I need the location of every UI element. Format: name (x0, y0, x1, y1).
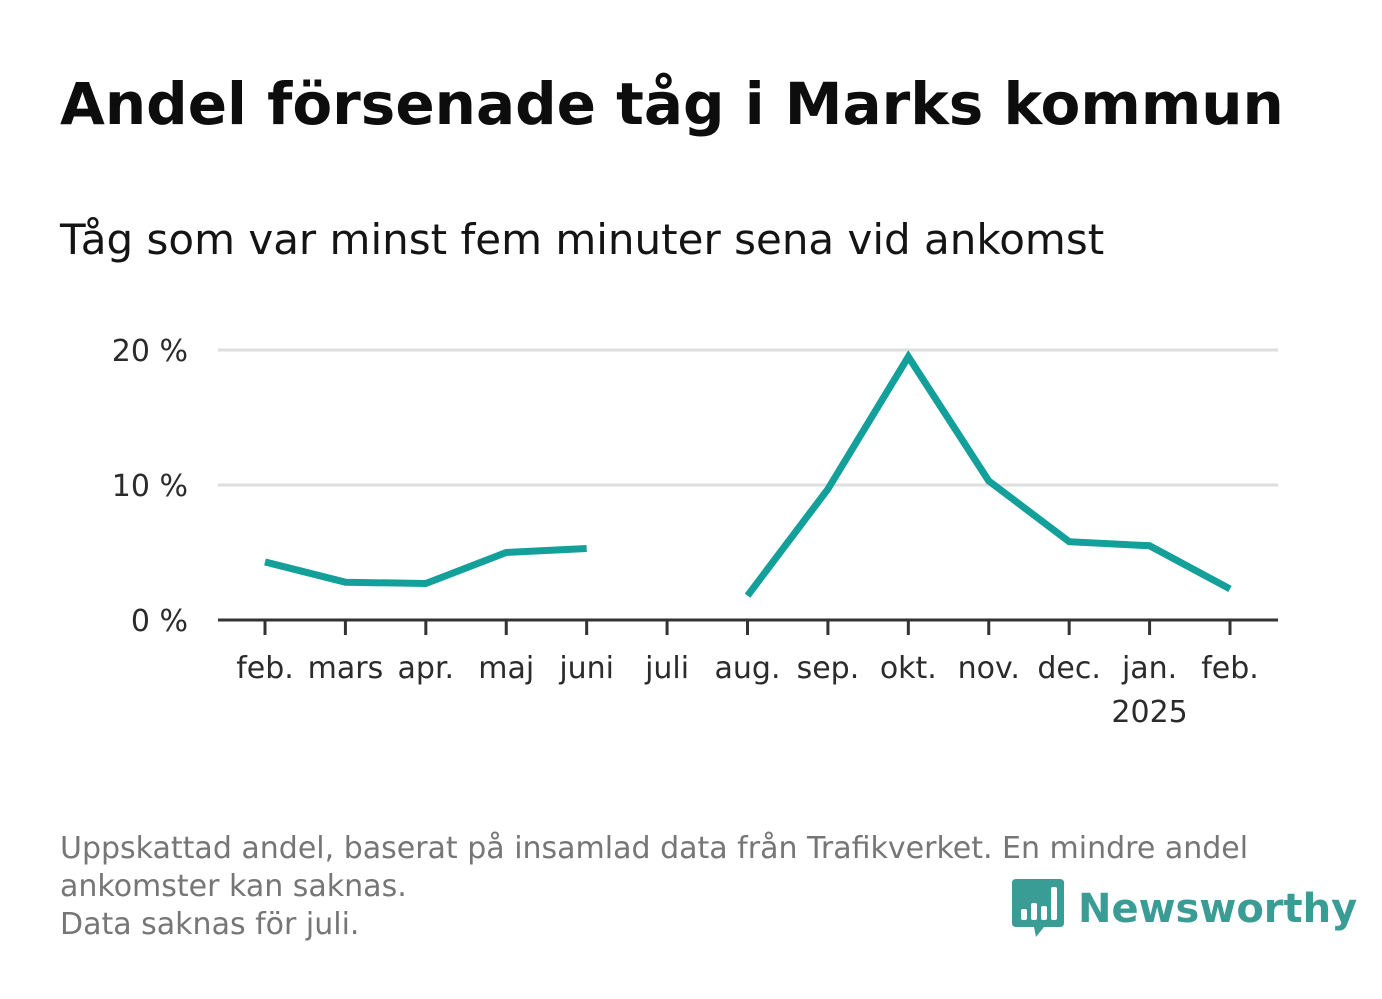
newsworthy-logo: Newsworthy (1012, 878, 1357, 940)
x-tick-label: dec. (1037, 651, 1101, 686)
footnote-line: Data saknas för juli. (60, 907, 360, 942)
series-line-segment (264, 544, 587, 588)
x-tick-label: sep. (797, 651, 860, 686)
x-tick-year-label: 2025 (1111, 695, 1187, 730)
x-axis (218, 618, 1278, 635)
y-tick-label: 20 % (112, 334, 188, 369)
x-tick-label: jan. (1121, 651, 1177, 686)
y-axis-labels: 0 % 10 % 20 % (112, 334, 188, 639)
brand-name: Newsworthy (1078, 886, 1358, 932)
series-line-segment (744, 350, 1232, 598)
chart-title: Andel försenade tåg i Marks kommun (60, 70, 1284, 138)
chart-subtitle: Tåg som var minst fem minuter sena vid a… (60, 215, 1105, 264)
x-tick-label: nov. (958, 651, 1020, 686)
gridlines (218, 348, 1278, 487)
series-lines (264, 350, 1232, 598)
bar-chart-speech-bubble-icon (1012, 879, 1064, 937)
chart-footnote: Uppskattad andel, baserat på insamlad da… (60, 830, 1320, 944)
x-tick-label: okt. (880, 651, 937, 686)
x-tick-label: juli (644, 651, 689, 686)
y-tick-label: 0 % (131, 604, 188, 639)
footnote-line: Uppskattad andel, baserat på insamlad da… (60, 831, 1249, 866)
x-tick-label: maj (478, 651, 534, 686)
x-tick-label: apr. (398, 651, 455, 686)
x-tick-label: feb. (1201, 651, 1259, 686)
x-tick-label: feb. (236, 651, 294, 686)
x-tick-label: juni (558, 651, 614, 686)
x-tick-label: mars (308, 651, 384, 686)
x-tick-label: aug. (715, 651, 781, 686)
footnote-line: ankomster kan saknas. (60, 869, 407, 904)
x-axis-labels: feb. mars apr. maj juni juli aug. sep. okt. nov. d… (236, 651, 1259, 730)
y-tick-label: 10 % (112, 469, 188, 504)
